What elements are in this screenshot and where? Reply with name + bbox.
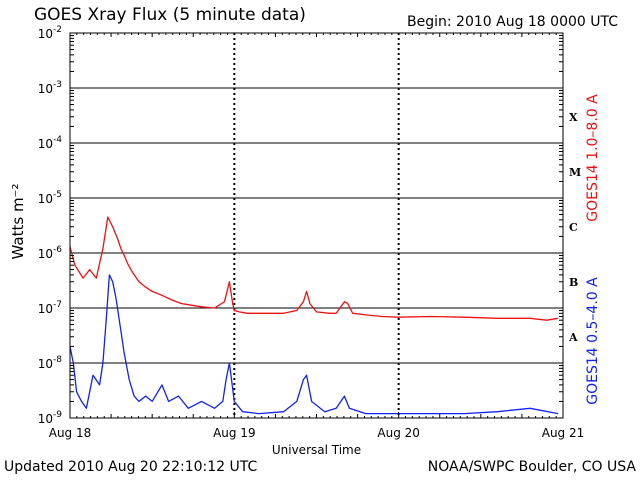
updated-timestamp: Updated 2010 Aug 20 22:10:12 UTC [4, 459, 258, 475]
flare-class-label: B [569, 276, 578, 289]
x-tick-label: Aug 18 [49, 426, 92, 440]
y-axis-title: Watts m⁻² [9, 184, 27, 260]
y-tick-label: 10-4 [38, 135, 63, 151]
y-tick-label: 10-3 [38, 80, 62, 96]
plot-frame [69, 32, 564, 419]
flare-class-label: X [569, 111, 578, 124]
chart-title: GOES Xray Flux (5 minute data) [34, 5, 306, 25]
x-tick-label: Aug 21 [542, 426, 585, 440]
data-credit: NOAA/SWPC Boulder, CO USA [427, 459, 636, 475]
plot-border [69, 32, 564, 419]
y-tick-label: 10-5 [38, 190, 62, 206]
y-tick-label: 10-6 [38, 245, 63, 261]
flare-class-label: M [569, 166, 581, 179]
flare-class-label: A [568, 331, 578, 344]
x-tick-label: Aug 19 [213, 426, 256, 440]
y-tick-label: 10-7 [38, 300, 62, 316]
series-long-line [69, 216, 559, 321]
series-lines [69, 216, 559, 415]
flare-class-label: C [569, 221, 578, 234]
y-tick-label: 10-2 [38, 25, 62, 41]
legend-short-label: GOES14 0.5–4.0 A [585, 277, 601, 405]
y-tick-label: 10-8 [38, 355, 63, 371]
grid-lines [70, 33, 563, 418]
begin-date: Begin: 2010 Aug 18 0000 UTC [407, 14, 618, 30]
legend-long-label: GOES14 1.0–8.0 A [585, 94, 601, 222]
y-tick-label: 10-9 [38, 410, 63, 426]
x-axis-title: Universal Time [272, 443, 361, 457]
x-tick-label: Aug 20 [377, 426, 420, 440]
series-short-line [69, 274, 559, 415]
